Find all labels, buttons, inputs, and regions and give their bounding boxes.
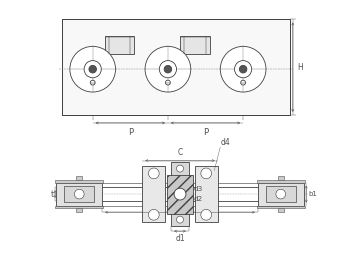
Text: d2: d2 (194, 197, 203, 202)
Text: P: P (128, 128, 133, 137)
Bar (76, 176, 82, 180)
Text: d4: d4 (220, 138, 230, 147)
Circle shape (239, 65, 247, 73)
Circle shape (176, 216, 184, 223)
Circle shape (84, 60, 101, 78)
Bar (55, 205, 103, 208)
Bar (171, 162, 189, 226)
Circle shape (201, 168, 212, 179)
Bar (143, 166, 165, 222)
Circle shape (166, 80, 170, 85)
Text: d3: d3 (194, 186, 203, 192)
Bar (258, 183, 303, 205)
Circle shape (159, 60, 176, 78)
Circle shape (164, 65, 172, 73)
Bar (257, 180, 305, 183)
Bar (105, 36, 134, 55)
Circle shape (145, 46, 191, 92)
Bar (278, 176, 284, 180)
Bar (64, 186, 94, 202)
Circle shape (90, 80, 95, 85)
Circle shape (276, 189, 285, 199)
Bar (62, 19, 290, 115)
Text: P: P (203, 128, 208, 137)
Bar (257, 205, 305, 208)
Circle shape (241, 80, 246, 85)
Bar (62, 19, 290, 115)
Circle shape (89, 65, 96, 73)
Circle shape (148, 168, 159, 179)
Bar (180, 36, 210, 55)
Bar (195, 166, 217, 222)
Bar (57, 183, 102, 205)
Bar (278, 208, 284, 212)
Circle shape (174, 188, 186, 200)
Bar (266, 186, 296, 202)
Text: L: L (178, 215, 182, 224)
Circle shape (148, 210, 159, 220)
Text: b1: b1 (309, 191, 317, 197)
Bar (55, 180, 103, 183)
Text: d1: d1 (175, 234, 185, 243)
Text: C: C (177, 148, 183, 157)
Bar (167, 175, 193, 214)
Text: H: H (297, 63, 303, 72)
Bar (76, 208, 82, 212)
Text: c: c (187, 62, 191, 71)
Circle shape (201, 210, 212, 220)
Circle shape (75, 189, 84, 199)
Circle shape (220, 46, 266, 92)
Circle shape (176, 165, 184, 172)
Circle shape (234, 60, 252, 78)
Text: t: t (51, 190, 54, 199)
Circle shape (70, 46, 116, 92)
